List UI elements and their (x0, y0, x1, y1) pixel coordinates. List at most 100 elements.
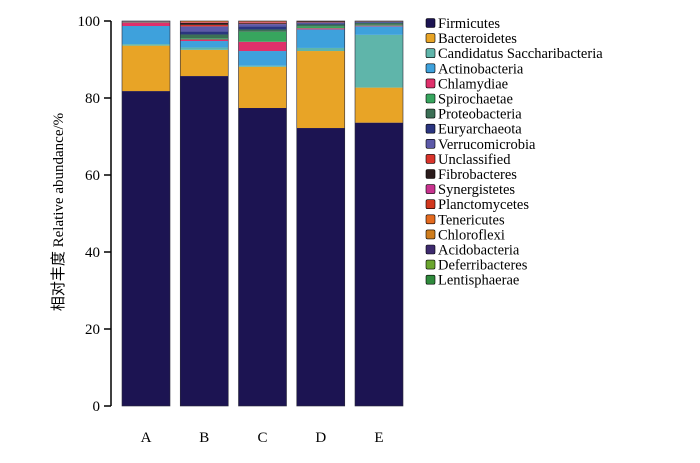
bar-B-firmicutes (180, 76, 229, 407)
bar-B-verrucomicrobia (180, 26, 229, 32)
legend-item: Proteobacteria (425, 107, 522, 123)
bar-stack-D (296, 20, 346, 407)
y-tick-label-60: 60 (85, 168, 100, 184)
x-tick-label-C: C (257, 430, 267, 446)
bar-stack-E (354, 20, 404, 407)
bar-E-actinobacteria (355, 26, 403, 35)
bar-E-proteobacteria (355, 22, 403, 25)
bar-D-bacteroidetes (296, 51, 345, 129)
legend-item: Acidobacteria (425, 243, 520, 259)
legend-swatch (425, 259, 436, 270)
legend-item: Unclassified (425, 152, 511, 168)
x-tick-label-B: B (199, 430, 209, 446)
legend-label: Synergistetes (438, 182, 515, 198)
legend-label: Chlamydiae (438, 76, 508, 92)
legend-swatch (425, 274, 436, 285)
bar-A-chlamydiae (122, 22, 170, 27)
bar-A-firmicutes (122, 91, 170, 406)
bar-outline-A (121, 20, 171, 407)
bar-outline-D (296, 20, 346, 407)
bar-B-euryarchaeota (180, 31, 229, 35)
bar-outline-C (238, 20, 287, 407)
bar-C-proteobacteria (238, 29, 287, 32)
legend-label: Candidatus Saccharibacteria (438, 46, 603, 62)
legend-label: Unclassified (438, 152, 511, 168)
legend-label: Verrucomicrobia (438, 137, 536, 153)
legend-item: Deferribacteres (425, 258, 528, 274)
bar-B-bacteroidetes (180, 49, 229, 77)
bar-outline-E (354, 20, 404, 407)
legend-swatch (425, 33, 436, 43)
bar-A-candidatus-saccharibacteria (122, 44, 170, 46)
bar-C-bacteroidetes (238, 66, 287, 109)
legend-item: Lentisphaerae (425, 273, 519, 289)
bar-stack-B (179, 20, 229, 407)
legend-item: Candidatus Saccharibacteria (425, 46, 603, 62)
legend-swatch (425, 48, 436, 59)
legend-label: Spirochaetae (438, 92, 513, 108)
bar-D-firmicutes (296, 128, 345, 406)
legend-swatch (425, 139, 436, 149)
bar-A-actinobacteria (122, 26, 170, 45)
bar-D-fibrobacteres (296, 21, 345, 23)
x-tick-label-A: A (141, 430, 152, 446)
legend-swatch (425, 108, 436, 119)
bar-B-chlamydiae (180, 39, 229, 42)
bar-E-euryarchaeota (355, 22, 403, 23)
legend-item: Euryarchaeota (425, 122, 522, 138)
legend-item: Bacteroidetes (425, 31, 517, 47)
legend-label: Deferribacteres (438, 258, 528, 274)
y-tick-label-100: 100 (78, 14, 101, 30)
bar-E-spirochaetae (355, 24, 403, 26)
bar-B-fibrobacteres (180, 22, 229, 25)
legend-label: Bacteroidetes (438, 31, 517, 47)
legend-item: Synergistetes (425, 182, 515, 198)
bar-E-bacteroidetes (355, 87, 403, 123)
bar-E-chlamydiae (355, 25, 403, 27)
legend-item: Chloroflexi (425, 227, 505, 243)
bar-C-spirochaetae (238, 31, 287, 42)
y-tick-label-20: 20 (85, 322, 100, 338)
legend-label: Fibrobacteres (438, 167, 517, 183)
axes: 0 20 40 60 80 100 (78, 14, 112, 415)
x-tick-label-E: E (374, 430, 383, 446)
legend-item: Fibrobacteres (425, 167, 517, 183)
bar-B-candidatus-saccharibacteria (180, 47, 229, 50)
legend-label: Tenericutes (438, 212, 505, 228)
bar-C-candidatus-saccharibacteria (238, 65, 287, 67)
bar-D-spirochaetae (296, 26, 345, 29)
bars: A B C D E (121, 20, 404, 446)
y-tick-label-0: 0 (93, 399, 101, 415)
legend-item: Actinobacteria (425, 61, 524, 77)
bar-D-candidatus-saccharibacteria (296, 47, 345, 52)
legend-item: Spirochaetae (425, 92, 513, 108)
bar-D-proteobacteria (296, 24, 345, 27)
bar-B-unclassified (180, 24, 229, 27)
legend-label: Firmicutes (438, 16, 500, 32)
bar-D-actinobacteria (296, 29, 345, 48)
bar-B-spirochaetae (180, 38, 229, 40)
legend-label: Planctomycetes (438, 197, 529, 213)
bar-E-firmicutes (355, 122, 403, 406)
legend-swatch (425, 229, 436, 240)
bar-D-verrucomicrobia (296, 22, 345, 24)
legend-item: Verrucomicrobia (425, 137, 536, 153)
legend-label: Actinobacteria (438, 61, 524, 77)
legend-swatch (425, 93, 436, 104)
legend-swatch (425, 214, 436, 225)
legend-swatch (425, 184, 436, 194)
bar-stack-C (238, 20, 287, 407)
bar-C-fibrobacteres (238, 22, 287, 24)
legend-label: Euryarchaeota (438, 122, 522, 138)
legend-item: Tenericutes (425, 212, 505, 228)
bar-D-chlamydiae (296, 28, 345, 30)
legend-swatch (425, 123, 436, 134)
legend-swatch (425, 169, 436, 179)
bar-stack-A (121, 20, 171, 407)
legend-swatch (425, 154, 436, 164)
y-tick-label-80: 80 (85, 91, 100, 107)
bar-B-proteobacteria (180, 34, 229, 39)
bar-C-euryarchaeota (238, 26, 287, 30)
